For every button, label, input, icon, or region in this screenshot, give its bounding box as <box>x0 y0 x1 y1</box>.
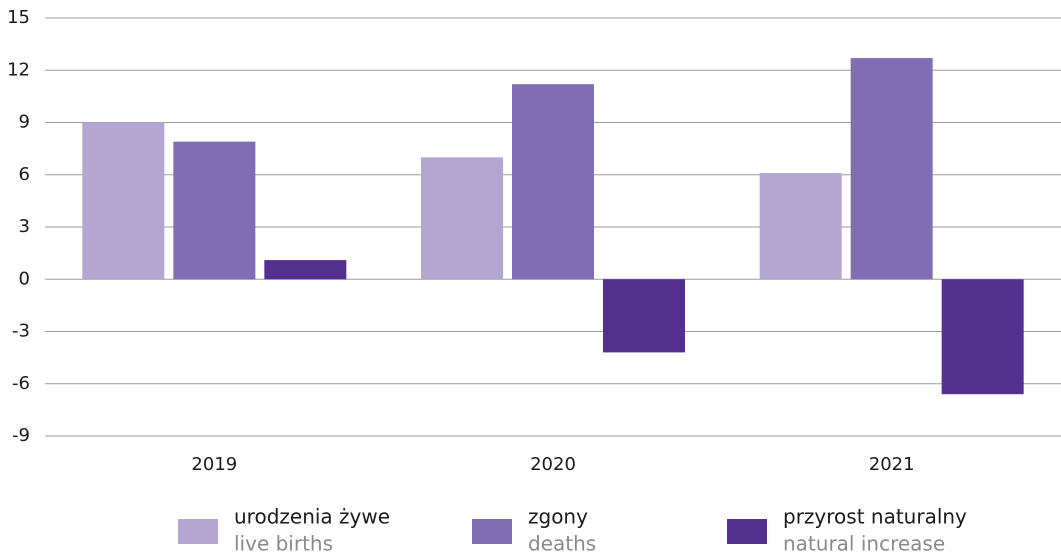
legend-label-en: live births <box>234 532 333 556</box>
bar <box>850 58 933 280</box>
bar <box>941 279 1024 395</box>
bar <box>512 84 594 280</box>
bar <box>82 122 165 280</box>
bar <box>759 173 842 280</box>
y-tick-label: -9 <box>12 425 30 446</box>
legend-label: urodzenia żywe <box>234 505 390 529</box>
legend-label: zgony <box>528 505 588 529</box>
legend-swatch <box>472 519 512 544</box>
x-tick-label: 2020 <box>530 454 576 475</box>
y-tick-label: 3 <box>19 216 30 237</box>
legend-label: przyrost naturalny <box>783 505 967 529</box>
bar <box>603 279 685 353</box>
x-tick-label: 2019 <box>191 454 237 475</box>
y-tick-label: -3 <box>12 321 30 342</box>
legend-label-en: deaths <box>528 532 596 556</box>
bar <box>421 157 503 280</box>
y-tick-label: 6 <box>19 164 30 185</box>
legend-swatch <box>178 519 218 544</box>
legend-swatch <box>727 519 767 544</box>
y-tick-label: -6 <box>12 373 30 394</box>
y-tick-label: 0 <box>19 268 30 289</box>
y-tick-label: 9 <box>19 112 30 133</box>
x-tick-label: 2021 <box>869 454 915 475</box>
bar <box>173 141 256 280</box>
legend-label-en: natural increase <box>783 532 945 556</box>
bar <box>264 260 347 280</box>
y-tick-label: 12 <box>7 59 30 80</box>
y-tick-label: 15 <box>7 7 30 28</box>
